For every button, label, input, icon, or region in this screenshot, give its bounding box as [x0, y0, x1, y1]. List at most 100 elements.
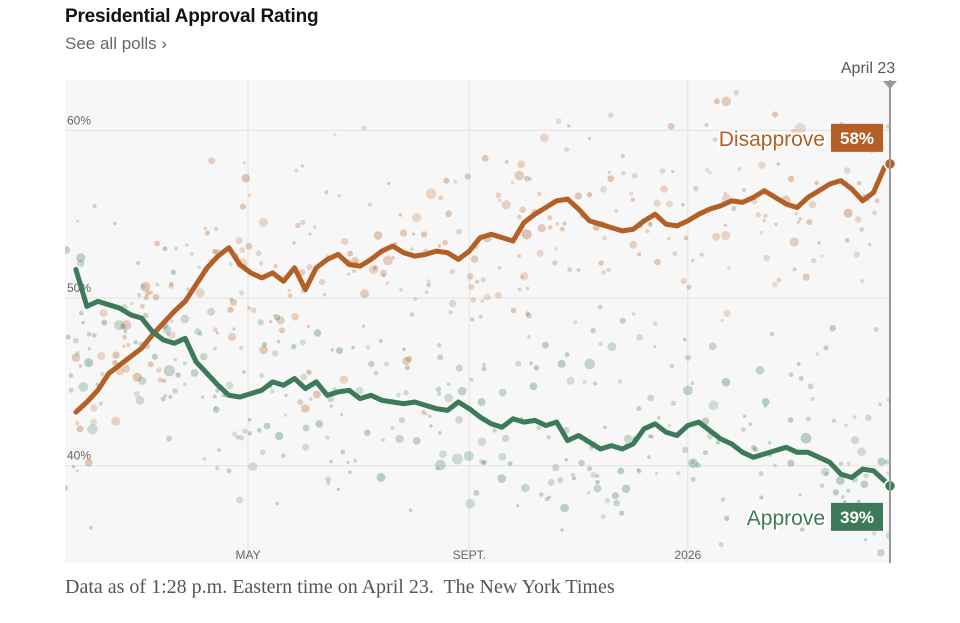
poll-dot: [864, 538, 868, 542]
see-all-polls-link[interactable]: See all polls ›: [65, 34, 168, 53]
poll-dot: [75, 469, 79, 473]
poll-dot: [600, 514, 606, 520]
poll-dot: [520, 272, 529, 281]
poll-dot: [308, 232, 312, 236]
poll-dot: [877, 457, 886, 466]
poll-dot: [547, 495, 552, 499]
poll-dot: [385, 281, 389, 285]
poll-dot: [148, 290, 154, 295]
poll-dot: [424, 412, 428, 416]
poll-dot: [631, 172, 638, 179]
poll-dot: [587, 136, 592, 141]
poll-dot: [511, 181, 515, 185]
poll-dot: [541, 341, 549, 349]
poll-dot: [590, 471, 597, 478]
poll-dot: [411, 232, 416, 236]
poll-dot: [588, 445, 594, 451]
poll-dot: [755, 365, 765, 375]
poll-dot: [72, 337, 79, 344]
poll-dot: [351, 345, 355, 350]
poll-dot: [84, 458, 93, 467]
poll-dot: [481, 460, 486, 466]
poll-dot: [312, 225, 317, 229]
poll-dot: [306, 369, 311, 374]
poll-dot: [330, 348, 334, 352]
poll-dot: [71, 353, 81, 362]
poll-dot: [242, 370, 246, 374]
poll-dot: [453, 179, 458, 184]
poll-dot: [372, 266, 377, 271]
poll-dot: [315, 420, 324, 428]
poll-dot: [336, 487, 340, 492]
poll-dot: [520, 275, 525, 279]
poll-dot: [258, 261, 264, 266]
poll-dot: [247, 193, 252, 198]
poll-dot: [620, 153, 625, 159]
poll-dot: [494, 291, 502, 299]
poll-dot: [787, 175, 795, 183]
poll-dot: [207, 307, 216, 316]
poll-dot: [322, 293, 327, 297]
poll-dot: [769, 331, 775, 337]
poll-dot: [796, 361, 801, 366]
poll-dot: [189, 251, 194, 256]
poll-dot: [792, 267, 797, 272]
poll-dot: [497, 198, 502, 203]
poll-dot: [429, 424, 433, 428]
poll-dot: [123, 329, 128, 334]
poll-dot: [122, 334, 127, 340]
poll-dot: [280, 453, 286, 458]
poll-dot: [211, 248, 218, 255]
poll-dot: [235, 237, 243, 245]
poll-dot: [156, 367, 162, 373]
poll-dot: [301, 443, 310, 451]
poll-dot: [767, 440, 772, 445]
poll-dot: [231, 431, 238, 437]
poll-dot: [448, 310, 453, 315]
poll-dot: [528, 176, 533, 181]
poll-dot: [555, 118, 562, 125]
poll-dot: [348, 470, 352, 474]
poll-dot: [843, 499, 847, 504]
poll-dot: [212, 406, 220, 413]
poll-dot: [552, 260, 558, 266]
poll-dot: [521, 483, 530, 493]
poll-dot: [470, 317, 475, 322]
page-title: Presidential Approval Rating: [65, 6, 319, 27]
poll-dot: [329, 459, 333, 464]
poll-dot: [712, 232, 721, 241]
poll-dot: [300, 219, 306, 225]
poll-dot: [810, 396, 815, 402]
poll-dot: [290, 343, 297, 350]
poll-dot: [287, 293, 293, 299]
poll-dot: [844, 238, 850, 243]
poll-dot: [708, 171, 712, 175]
poll-dot: [151, 353, 158, 360]
poll-dot: [121, 344, 126, 348]
poll-dot: [270, 389, 275, 394]
poll-dot: [232, 327, 236, 331]
poll-dot: [247, 431, 252, 436]
poll-dot: [601, 270, 606, 275]
poll-dot: [313, 329, 322, 337]
poll-dot: [763, 404, 768, 408]
poll-dot: [68, 387, 74, 393]
poll-dot: [623, 434, 632, 443]
poll-dot: [382, 255, 393, 266]
poll-dot: [667, 236, 671, 241]
poll-dot: [292, 241, 296, 245]
poll-dot: [368, 264, 379, 275]
poll-dot: [611, 492, 619, 500]
value-badge-disapprove: [831, 123, 883, 152]
poll-dot: [112, 351, 120, 359]
poll-dot: [811, 257, 817, 264]
poll-dot: [129, 302, 134, 306]
poll-dot: [576, 268, 581, 272]
poll-dot: [138, 376, 147, 385]
poll-dot: [779, 139, 785, 145]
poll-dot: [846, 461, 851, 466]
poll-dot: [850, 436, 860, 445]
poll-dot: [329, 404, 333, 408]
poll-dot: [380, 269, 388, 277]
poll-dot: [478, 314, 483, 319]
